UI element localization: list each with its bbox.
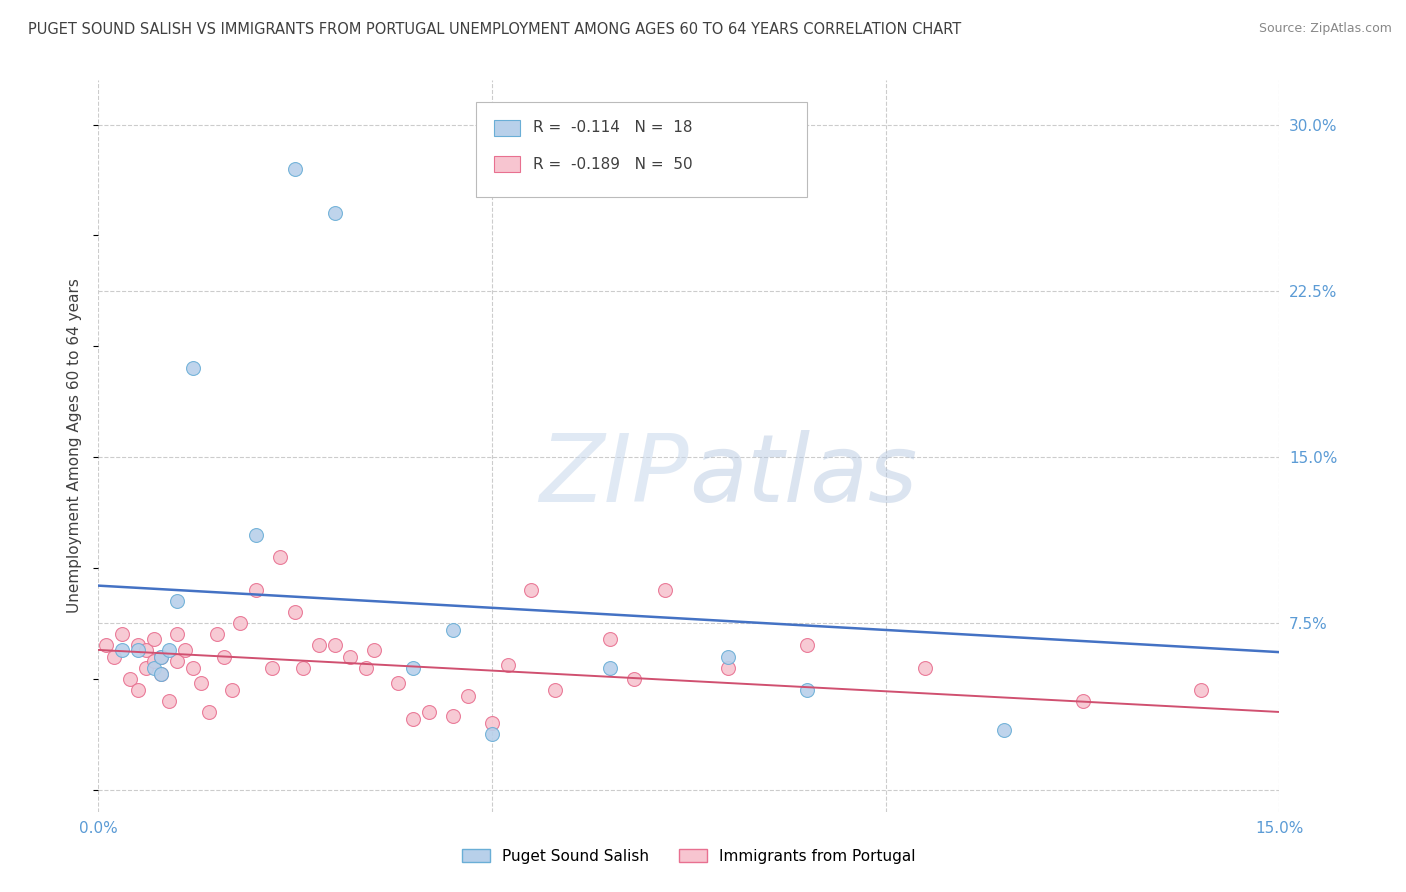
Point (496, 658, 519, 673)
Point (284, 161, 307, 176)
Point (599, 660, 621, 674)
Point (623, 672, 645, 686)
Point (292, 660, 315, 674)
Point (481, 716, 503, 731)
FancyBboxPatch shape (494, 156, 520, 172)
Point (354, 660, 377, 674)
Point (245, 527, 267, 541)
Point (150, 649, 173, 664)
Text: R =  -0.114   N =  18: R = -0.114 N = 18 (533, 120, 693, 136)
Point (481, 727, 503, 741)
Point (150, 667, 173, 681)
Point (166, 627, 188, 641)
Text: ZIP: ZIP (540, 430, 689, 521)
Point (96, 639, 118, 653)
Y-axis label: Unemployment Among Ages 60 to 64 years: Unemployment Among Ages 60 to 64 years (67, 278, 83, 614)
Point (205, 627, 228, 641)
Point (717, 660, 740, 674)
Point (796, 682, 818, 697)
Point (229, 616, 252, 631)
Text: Source: ZipAtlas.com: Source: ZipAtlas.com (1258, 22, 1392, 36)
Point (135, 643, 157, 657)
Legend: Puget Sound Salish, Immigrants from Portugal: Puget Sound Salish, Immigrants from Port… (456, 843, 922, 870)
Point (599, 632, 621, 646)
Point (717, 649, 740, 664)
Point (127, 639, 149, 653)
Point (308, 639, 330, 653)
Point (1189, 682, 1212, 697)
Point (127, 682, 149, 697)
Point (214, 649, 236, 664)
Point (284, 605, 307, 619)
Point (914, 660, 936, 674)
Point (127, 643, 149, 657)
Point (190, 676, 212, 690)
Point (221, 682, 243, 697)
Point (418, 705, 440, 719)
Point (1071, 694, 1094, 708)
Point (150, 667, 173, 681)
Point (157, 643, 180, 657)
Text: R =  -0.189   N =  50: R = -0.189 N = 50 (533, 157, 693, 172)
Point (520, 583, 543, 598)
Point (135, 660, 157, 674)
Point (142, 654, 165, 668)
Point (166, 654, 188, 668)
FancyBboxPatch shape (477, 103, 807, 197)
Point (166, 594, 188, 608)
Point (245, 583, 267, 598)
Point (441, 623, 464, 637)
Text: PUGET SOUND SALISH VS IMMIGRANTS FROM PORTUGAL UNEMPLOYMENT AMONG AGES 60 TO 64 : PUGET SOUND SALISH VS IMMIGRANTS FROM PO… (28, 22, 962, 37)
Point (111, 627, 134, 641)
Point (181, 361, 204, 376)
Point (654, 583, 676, 598)
Point (457, 690, 479, 704)
Point (796, 639, 818, 653)
Point (174, 643, 197, 657)
Point (363, 643, 385, 657)
Text: atlas: atlas (689, 430, 917, 521)
Point (150, 649, 173, 664)
Point (103, 649, 125, 664)
Point (197, 705, 219, 719)
Point (402, 712, 425, 726)
Point (269, 549, 291, 564)
Point (142, 632, 165, 646)
Point (118, 672, 141, 686)
Point (181, 660, 204, 674)
Point (402, 660, 425, 674)
Point (323, 639, 346, 653)
Point (260, 660, 283, 674)
Point (157, 694, 180, 708)
Point (339, 649, 361, 664)
Point (993, 723, 1015, 737)
Point (323, 206, 346, 220)
Point (441, 709, 464, 723)
Point (387, 676, 409, 690)
FancyBboxPatch shape (494, 120, 520, 136)
Point (111, 643, 134, 657)
Point (544, 682, 567, 697)
Point (142, 660, 165, 674)
